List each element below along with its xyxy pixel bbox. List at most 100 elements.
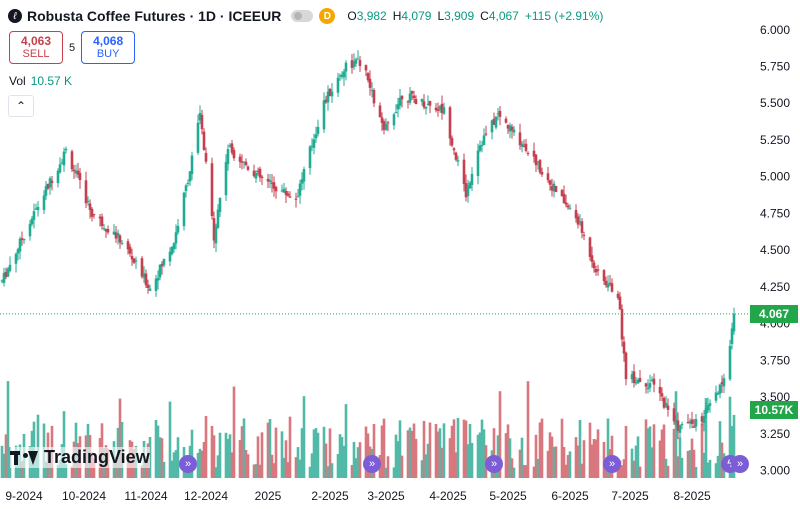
delayed-data-badge[interactable]: D [319, 8, 336, 24]
candle-body [58, 164, 62, 173]
volume-bar [274, 427, 278, 478]
candle-body [484, 133, 488, 135]
time-tick-label: 8-2025 [673, 489, 711, 503]
candle-body [616, 293, 620, 298]
volume-bar [92, 458, 96, 478]
candle-body [106, 229, 110, 233]
volume-bar [434, 423, 438, 478]
price-tick-label: 3.750 [760, 353, 790, 367]
volume-bar [268, 419, 272, 478]
price-tick-label: 4.500 [760, 243, 790, 257]
visibility-toggle[interactable] [291, 10, 314, 22]
symbol-logo-icon: ℓ [8, 9, 22, 23]
candle-body [732, 313, 736, 332]
candle-body [378, 105, 382, 118]
candle-body [480, 144, 484, 146]
candle-body [506, 124, 510, 129]
candle-body [310, 145, 314, 147]
volume-bar [510, 458, 514, 478]
volume-bar [466, 444, 470, 478]
volume-bar [590, 444, 594, 478]
candle-body [200, 114, 204, 130]
volume-bar [540, 418, 544, 478]
volume-bar [568, 451, 572, 478]
candle-body [594, 268, 598, 273]
volume-bar [356, 447, 360, 478]
candle-body [454, 152, 458, 160]
volume-bar [266, 422, 270, 478]
sell-button[interactable]: 4,063 SELL [9, 31, 63, 64]
volume-bar [470, 443, 474, 478]
candle-body [326, 91, 330, 103]
symbol-title[interactable]: Robusta Coffee Futures · 1D · ICEEUR [27, 8, 282, 24]
candle-body [634, 382, 638, 384]
volume-bar [548, 432, 552, 478]
volume-bar [198, 448, 202, 478]
candle-body [20, 238, 24, 240]
volume-bar [310, 453, 314, 478]
volume-bar [394, 434, 398, 478]
volume-bar [622, 459, 626, 478]
volume-bar [232, 386, 236, 478]
candle-body [450, 137, 454, 146]
candle-body [126, 241, 130, 250]
volume-bar [296, 447, 300, 478]
price-tick-label: 3.500 [760, 390, 790, 404]
candle-body [436, 109, 440, 111]
dividend-icon[interactable]: » [603, 455, 621, 473]
buy-label: BUY [96, 47, 120, 60]
candle-body [462, 159, 466, 185]
dividend-icon[interactable]: » [485, 455, 503, 473]
candle-body [678, 425, 682, 433]
dividend-icon[interactable]: » [731, 455, 749, 473]
candle-body [568, 207, 572, 209]
ohlc-close: C4,067 [480, 9, 519, 23]
volume-bar [660, 429, 664, 478]
candle-body [90, 208, 94, 217]
candle-body [104, 229, 108, 232]
buy-button[interactable]: 4,068 BUY [81, 31, 136, 64]
candle-body [526, 152, 530, 154]
candle-body [268, 180, 272, 183]
candle-body [34, 208, 38, 210]
volume-bar [344, 404, 348, 478]
volume-bar [664, 458, 668, 478]
volume-bar [538, 422, 542, 478]
volume-bar [322, 426, 326, 478]
candle-body [424, 106, 428, 109]
candle-body [196, 122, 200, 153]
tradingview-logo-icon [10, 449, 38, 467]
candle-body [258, 168, 262, 178]
candle-body [394, 112, 398, 114]
candle-body [242, 161, 246, 163]
volume-bar [204, 415, 208, 478]
candle-body [252, 170, 256, 177]
dividend-icon[interactable]: » [363, 455, 381, 473]
candle-body [522, 145, 526, 147]
candle-body [716, 393, 720, 395]
candle-body [342, 71, 346, 78]
candle-body [36, 207, 40, 211]
volume-bar [730, 426, 734, 478]
volume-bar [284, 440, 288, 478]
volume-bar [676, 456, 680, 478]
volume-bar [156, 425, 160, 478]
volume-bar [56, 464, 60, 478]
candle-body [630, 374, 634, 380]
volume-last-label: 10.57K [750, 401, 798, 419]
collapse-legend-button[interactable]: ⌃ [8, 95, 34, 117]
tradingview-logo[interactable]: TradingView [10, 447, 150, 468]
volume-bar [630, 448, 634, 478]
candle-body [14, 253, 18, 264]
volume-bar [386, 456, 390, 478]
volume-bar [652, 424, 656, 478]
volume-bar [196, 452, 200, 478]
price-tick-label: 6.000 [760, 23, 790, 37]
dividend-icon[interactable]: » [179, 455, 197, 473]
volume-bar [582, 440, 586, 478]
candle-body [130, 255, 134, 260]
volume-bar [328, 428, 332, 478]
candle-body [438, 106, 442, 110]
volume-bar [176, 437, 180, 478]
